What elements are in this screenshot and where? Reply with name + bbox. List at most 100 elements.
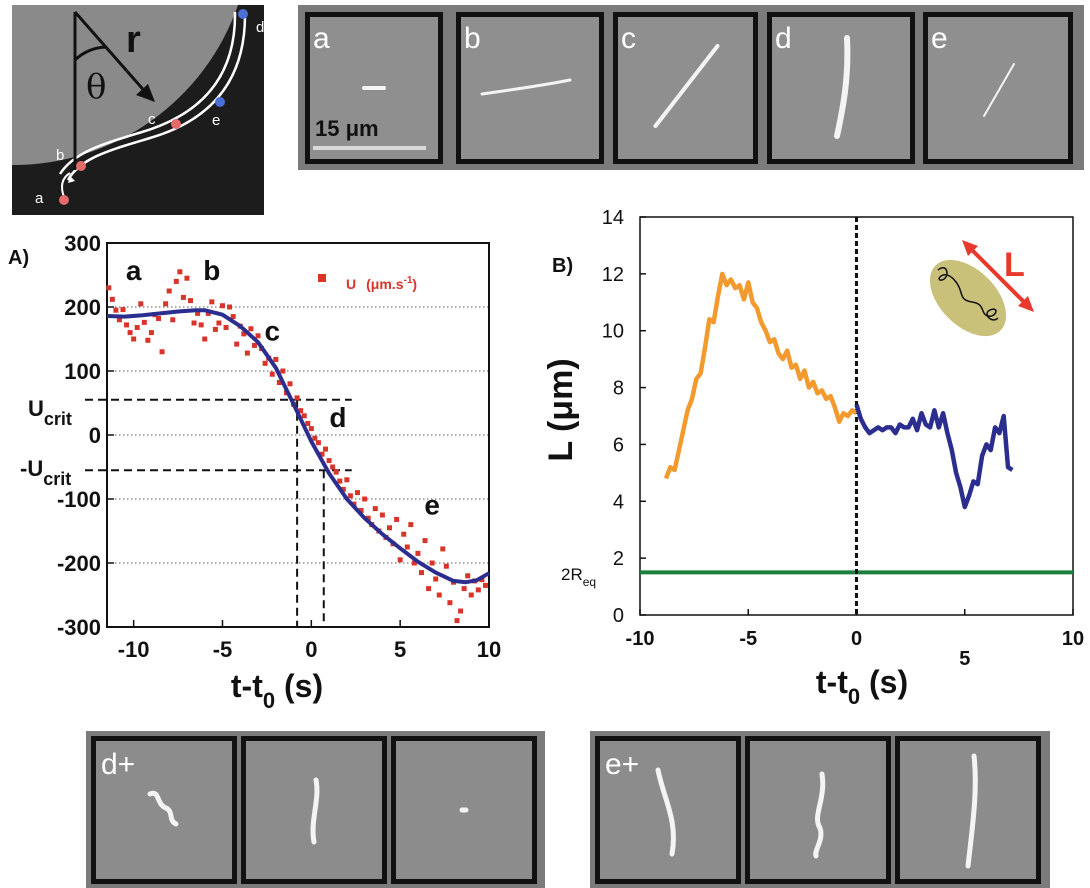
y-tick-label-a: 0 xyxy=(89,423,101,448)
data-point xyxy=(440,546,446,552)
data-point xyxy=(170,317,176,323)
data-point xyxy=(251,342,257,348)
data-point xyxy=(475,587,481,593)
y-tick-label-a: -200 xyxy=(57,551,101,576)
y-tick-label-b: 14 xyxy=(602,207,624,229)
x-tick-label-b: 0 xyxy=(851,628,862,650)
scale-bar-label: 15 μm xyxy=(315,116,379,141)
data-point xyxy=(180,294,186,300)
data-point xyxy=(141,319,147,325)
bottom-filament-coiled xyxy=(147,790,179,827)
schematic-point-c xyxy=(171,119,181,129)
data-point xyxy=(308,426,314,432)
data-point xyxy=(188,298,194,304)
data-point xyxy=(124,322,130,328)
schematic-point-e xyxy=(215,97,225,107)
u-crit-label: Ucrit xyxy=(28,396,72,429)
data-point xyxy=(159,349,165,355)
data-point xyxy=(156,316,162,322)
bottom-strip-label-1: e+ xyxy=(605,748,639,781)
data-point xyxy=(394,516,400,522)
filament-inset: L xyxy=(929,240,1034,337)
x-tick-label-b: -10 xyxy=(626,628,655,650)
data-point xyxy=(212,326,218,332)
annotation-e: e xyxy=(424,490,440,521)
data-point xyxy=(294,395,300,401)
annotation-a: a xyxy=(126,255,142,286)
data-point xyxy=(401,531,407,537)
flow-schematic: r θ a b c d e xyxy=(12,5,264,215)
length-series-after xyxy=(854,403,1014,510)
data-point xyxy=(184,275,190,281)
data-point xyxy=(461,586,467,592)
panel-a-x-axis-label: t-t0 (s) xyxy=(231,668,323,713)
data-point xyxy=(315,440,321,446)
schematic-label-c: c xyxy=(148,111,156,128)
data-point xyxy=(418,570,424,576)
data-point xyxy=(436,592,442,598)
x-tick-label-a: 0 xyxy=(305,637,317,662)
panel-b-y-axis-label: L (μm) xyxy=(542,358,580,461)
data-point xyxy=(205,310,211,316)
schematic-label-a: a xyxy=(35,190,44,207)
data-point xyxy=(287,381,293,387)
schematic-theta-label: θ xyxy=(86,67,106,107)
data-point xyxy=(227,304,233,310)
data-point xyxy=(244,350,250,356)
data-point xyxy=(422,538,428,544)
y-tick-label-b: 6 xyxy=(613,434,624,456)
panel-b-length-chart: B) L (μm) t-t0 (s) 2Req L 0 2 4 6 8 10 12 14 -10… xyxy=(542,207,1084,709)
data-point xyxy=(177,269,183,275)
data-point xyxy=(312,435,318,441)
x-tick-label-b: 10 xyxy=(1062,628,1084,650)
panel-b-label: B) xyxy=(552,255,573,277)
data-point xyxy=(426,586,432,592)
panel-a-label: A) xyxy=(8,247,29,269)
data-point xyxy=(429,560,435,566)
data-point xyxy=(344,477,350,483)
schematic-label-e: e xyxy=(212,112,220,129)
data-point xyxy=(443,563,449,569)
x-tick-label-a: -10 xyxy=(118,637,150,662)
data-point xyxy=(166,288,172,294)
bottom-strip-label-0: d+ xyxy=(101,748,135,781)
data-point xyxy=(305,420,311,426)
data-point xyxy=(131,336,137,342)
y-tick-label-b: 2 xyxy=(613,548,624,570)
frame-label-e: e xyxy=(931,22,948,55)
data-point xyxy=(134,324,140,330)
data-point xyxy=(468,592,474,598)
bottom-filament-vertical xyxy=(655,767,676,857)
data-point xyxy=(223,324,229,330)
data-point xyxy=(408,522,414,528)
data-point xyxy=(479,577,485,583)
data-point xyxy=(301,413,307,419)
x-tick-label-a: -5 xyxy=(213,637,233,662)
schematic-point-d xyxy=(238,9,248,19)
data-point xyxy=(326,458,332,464)
data-point xyxy=(145,337,151,343)
data-point xyxy=(387,525,393,531)
data-point xyxy=(198,322,204,328)
data-point xyxy=(230,314,236,320)
data-point xyxy=(113,307,119,313)
y-tick-label-b: 0 xyxy=(613,605,624,627)
bottom-frame-strips: d+ e+ xyxy=(86,731,1050,888)
data-point xyxy=(433,576,439,582)
y-tick-label-a: 200 xyxy=(64,295,101,320)
data-point xyxy=(209,299,215,305)
panel-a-velocity-chart: A) t-t0 (s) U (μm.s-1) Ucrit -Ucrit -300-… xyxy=(8,231,501,713)
y-tick-label-b: 8 xyxy=(613,378,624,400)
data-point xyxy=(330,464,336,470)
data-point xyxy=(454,618,460,624)
annotation-c: c xyxy=(264,316,280,347)
data-point xyxy=(465,573,471,579)
data-point xyxy=(262,360,268,366)
data-point xyxy=(362,496,368,502)
data-point xyxy=(347,493,353,499)
x-tick-label-b: -5 xyxy=(739,628,757,650)
legend-marker xyxy=(318,274,326,282)
data-point xyxy=(273,356,279,362)
top-frame-strip: a b c d e 15 μm xyxy=(298,5,1084,170)
